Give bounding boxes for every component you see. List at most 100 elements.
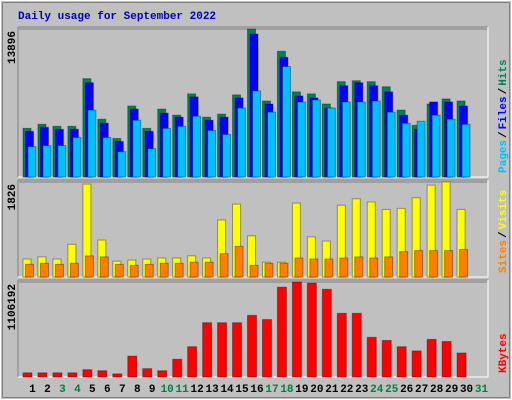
legend-entry: KBytes [498,333,510,373]
x-tick-label: 10 [161,384,174,396]
bar [82,369,93,378]
bar [127,355,138,378]
bar [147,148,157,178]
x-tick-label: 31 [475,384,489,396]
x-tick-label: 23 [355,384,369,396]
bar [159,262,169,278]
bar [371,100,381,178]
bar [431,114,441,178]
bar [386,111,396,178]
x-tick-label: 19 [295,384,308,396]
bar [276,286,287,378]
bar [444,250,454,278]
x-tick-label: 18 [280,384,294,396]
chart-title: Daily usage for September 2022 [18,11,216,23]
x-tick-label: 16 [250,384,263,396]
bar [57,145,67,178]
bar [309,258,319,278]
bar [114,263,124,278]
bar [129,264,139,278]
bar [261,319,272,378]
bar [426,338,437,378]
x-tick-label: 9 [149,384,156,396]
bar [321,288,332,378]
bar [311,99,321,178]
legend: Sites /Visits [498,190,510,273]
x-tick-label: 13 [205,384,219,396]
x-tick-label: 28 [430,384,444,396]
bar [37,372,48,378]
bar [102,136,112,178]
bar [351,312,362,378]
bar [456,352,467,378]
bar [414,250,424,278]
legend-entry: Files [498,96,510,129]
bar [187,346,198,378]
bar [461,123,471,178]
bar [142,368,153,378]
bar [324,258,334,278]
bar [157,370,168,378]
bar [416,120,426,178]
legend-separator: / [498,131,510,138]
bar [411,350,422,378]
bar [381,339,392,378]
bar [252,90,262,178]
legend-entry: Hits [498,59,510,85]
x-tick-label: 2 [44,384,51,396]
bar [291,281,302,378]
bar [27,146,37,178]
bar [247,314,258,378]
bar [234,245,244,278]
bar [144,263,154,278]
x-tick-label: 4 [74,384,81,396]
bar [42,145,52,178]
legend: Pages / Files / Hits [498,59,510,173]
bar [217,322,228,378]
x-tick-label: 15 [235,384,249,396]
bar [87,109,97,178]
legend: KBytes [498,333,510,373]
bar [354,256,364,278]
bar [202,322,213,378]
x-tick-label: 3 [59,384,66,396]
bar [399,251,409,278]
bar [429,250,439,278]
bar [222,133,232,178]
bar [336,312,347,378]
x-tick-label: 30 [460,384,473,396]
bar [54,263,64,278]
x-tick-label: 5 [89,384,96,396]
bar [69,262,79,278]
y-tick-label: 1826 [7,184,19,210]
bar [112,373,123,378]
legend-entry: Visits [498,190,510,230]
x-tick-label: 29 [445,384,458,396]
bar [237,107,247,178]
x-tick-label: 27 [415,384,428,396]
bar [192,115,202,178]
bar [177,125,187,178]
x-tick-label: 21 [325,384,339,396]
x-tick-label: 12 [191,384,204,396]
bar [306,282,317,378]
bar [401,122,411,178]
bar [249,264,259,278]
bar [99,256,109,278]
bar [207,129,217,178]
x-tick-label: 7 [119,384,126,396]
bar [72,136,82,178]
bar [204,261,214,278]
bar [339,257,349,278]
legend-separator: / [498,231,510,238]
legend-entry: Sites [498,240,510,273]
bar [266,111,276,178]
x-tick-label: 17 [265,384,278,396]
x-tick-label: 11 [176,384,190,396]
bar [219,253,229,278]
bar [52,372,63,378]
bar [132,119,142,178]
bar [174,262,184,278]
